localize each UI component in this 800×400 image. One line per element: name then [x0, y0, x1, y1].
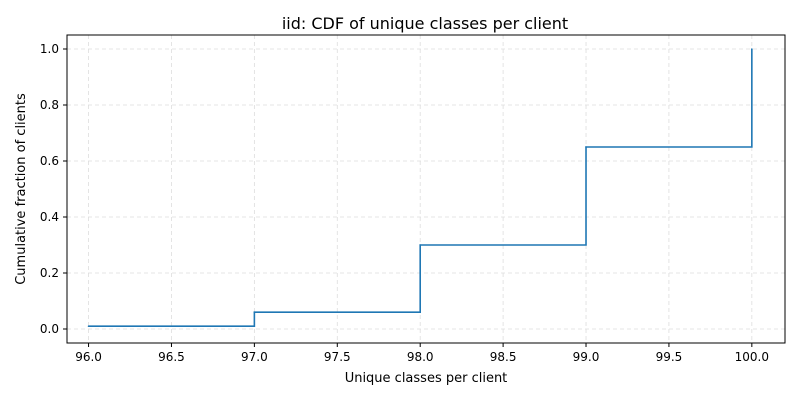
- plot-area-frame: [66, 34, 786, 344]
- x-axis-label: Unique classes per client: [345, 371, 508, 386]
- cdf-data-point: [87, 325, 90, 328]
- x-tick-label: 100.0: [735, 350, 769, 364]
- y-axis: 0.0 0.2 0.4 0.6 0.8 1.0: [40, 42, 67, 336]
- chart-title: iid: CDF of unique classes per client: [282, 14, 568, 33]
- y-tick-label: 1.0: [40, 42, 59, 56]
- x-tick-label: 96.0: [75, 350, 102, 364]
- y-tick-label: 0.2: [40, 266, 59, 280]
- x-tick-label: 99.5: [656, 350, 683, 364]
- y-axis-label: Cumulative fraction of clients: [14, 93, 29, 285]
- x-axis: 96.0 96.5 97.0 97.5 98.0 98.5 99.0 99.5 100.0: [75, 343, 769, 364]
- cdf-data-point: [253, 311, 256, 314]
- x-tick-label: 96.5: [158, 350, 185, 364]
- y-tick-label: 0.6: [40, 154, 59, 168]
- x-tick-label: 99.0: [573, 350, 600, 364]
- x-tick-label: 97.0: [241, 350, 268, 364]
- x-tick-label: 98.0: [407, 350, 434, 364]
- y-tick-label: 0.4: [40, 210, 59, 224]
- cdf-data-point: [751, 48, 753, 50]
- x-tick-label: 97.5: [324, 350, 351, 364]
- cdf-data-point: [419, 244, 421, 246]
- series-layer: [87, 48, 753, 328]
- y-tick-label: 0.0: [40, 322, 59, 336]
- x-tick-label: 98.5: [490, 350, 517, 364]
- cdf-data-point: [585, 146, 587, 148]
- y-tick-label: 0.8: [40, 98, 59, 112]
